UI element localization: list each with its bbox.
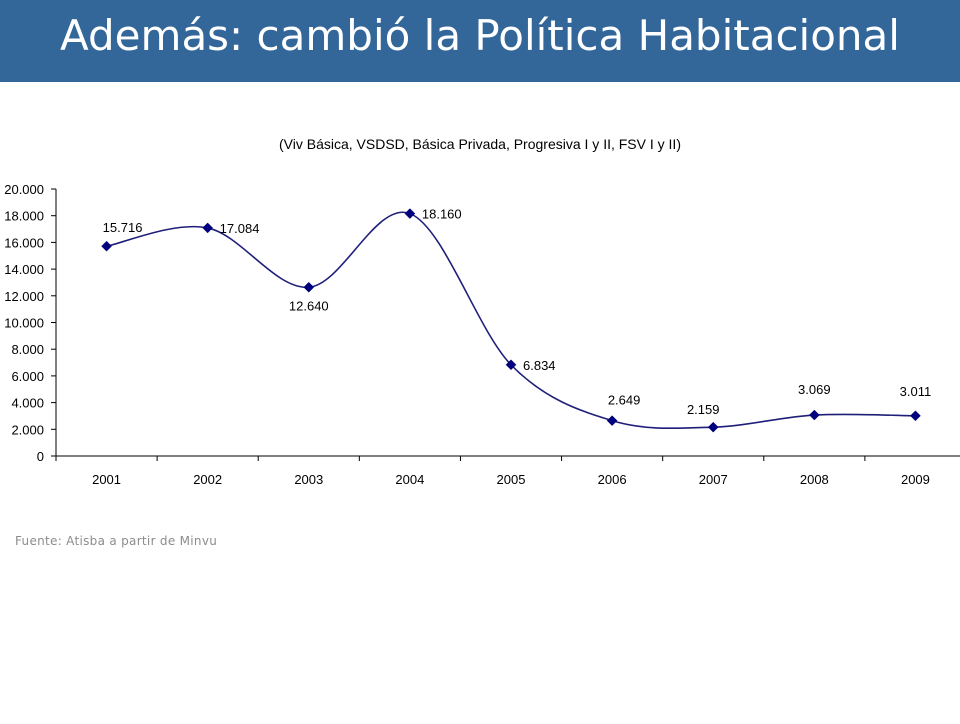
data-point bbox=[707, 421, 719, 433]
data-label: 6.834 bbox=[523, 358, 556, 373]
y-tick-label: 0 bbox=[37, 449, 44, 464]
y-tick-label: 10.000 bbox=[4, 316, 44, 331]
data-label: 3.011 bbox=[900, 384, 932, 399]
data-labels: 15.716 17.084 12.640 18.160 6.834 2.649 2.159 3… bbox=[103, 207, 932, 418]
data-point bbox=[101, 240, 112, 252]
y-tick-label: 4.000 bbox=[11, 396, 44, 411]
y-tick-label: 16.000 bbox=[4, 235, 44, 250]
source-note: Fuente: Atisba a partir de Minvu bbox=[15, 534, 218, 548]
data-point bbox=[808, 409, 820, 421]
x-tick-label: 2003 bbox=[294, 472, 323, 487]
header-bar: Además: cambió la Política Habitacional bbox=[0, 0, 960, 82]
x-tick-label: 2008 bbox=[800, 472, 829, 487]
y-tick-label: 2.000 bbox=[11, 422, 44, 437]
y-tick-label: 8.000 bbox=[11, 342, 44, 357]
series-line bbox=[106, 211, 916, 430]
data-point bbox=[202, 222, 214, 234]
x-tick-label: 2002 bbox=[193, 472, 222, 487]
data-label: 18.160 bbox=[422, 207, 462, 222]
data-point bbox=[910, 410, 921, 422]
y-tick-label: 14.000 bbox=[4, 262, 44, 277]
markers bbox=[101, 208, 921, 433]
chart-title: (Viv Básica, VSDSD, Básica Privada, Prog… bbox=[279, 136, 681, 152]
x-tick-label: 2004 bbox=[395, 472, 424, 487]
x-tick-label: 2005 bbox=[497, 472, 526, 487]
data-point bbox=[505, 359, 517, 371]
axes bbox=[51, 188, 960, 461]
x-tick-label: 2006 bbox=[598, 472, 627, 487]
data-label: 3.069 bbox=[798, 382, 831, 397]
data-label: 12.640 bbox=[289, 298, 329, 313]
y-tick-label: 18.000 bbox=[4, 209, 44, 224]
data-label: 2.159 bbox=[687, 402, 720, 417]
page-title: Además: cambió la Política Habitacional bbox=[60, 11, 900, 60]
x-tick-label: 2009 bbox=[901, 472, 930, 487]
data-point bbox=[404, 208, 416, 219]
data-label: 17.084 bbox=[220, 221, 260, 236]
tick-labels: 0 2.000 4.000 6.000 8.000 10.000 12.000 14.000 1… bbox=[4, 182, 930, 487]
x-tick-label: 2001 bbox=[92, 472, 121, 487]
y-tick-label: 6.000 bbox=[11, 369, 44, 384]
x-tick-label: 2007 bbox=[699, 472, 728, 487]
y-tick-label: 20.000 bbox=[4, 182, 44, 197]
data-point bbox=[606, 415, 618, 426]
y-tick-label: 12.000 bbox=[4, 289, 44, 304]
data-point bbox=[303, 281, 315, 293]
data-label: 15.716 bbox=[103, 220, 143, 235]
data-label: 2.649 bbox=[608, 393, 641, 408]
